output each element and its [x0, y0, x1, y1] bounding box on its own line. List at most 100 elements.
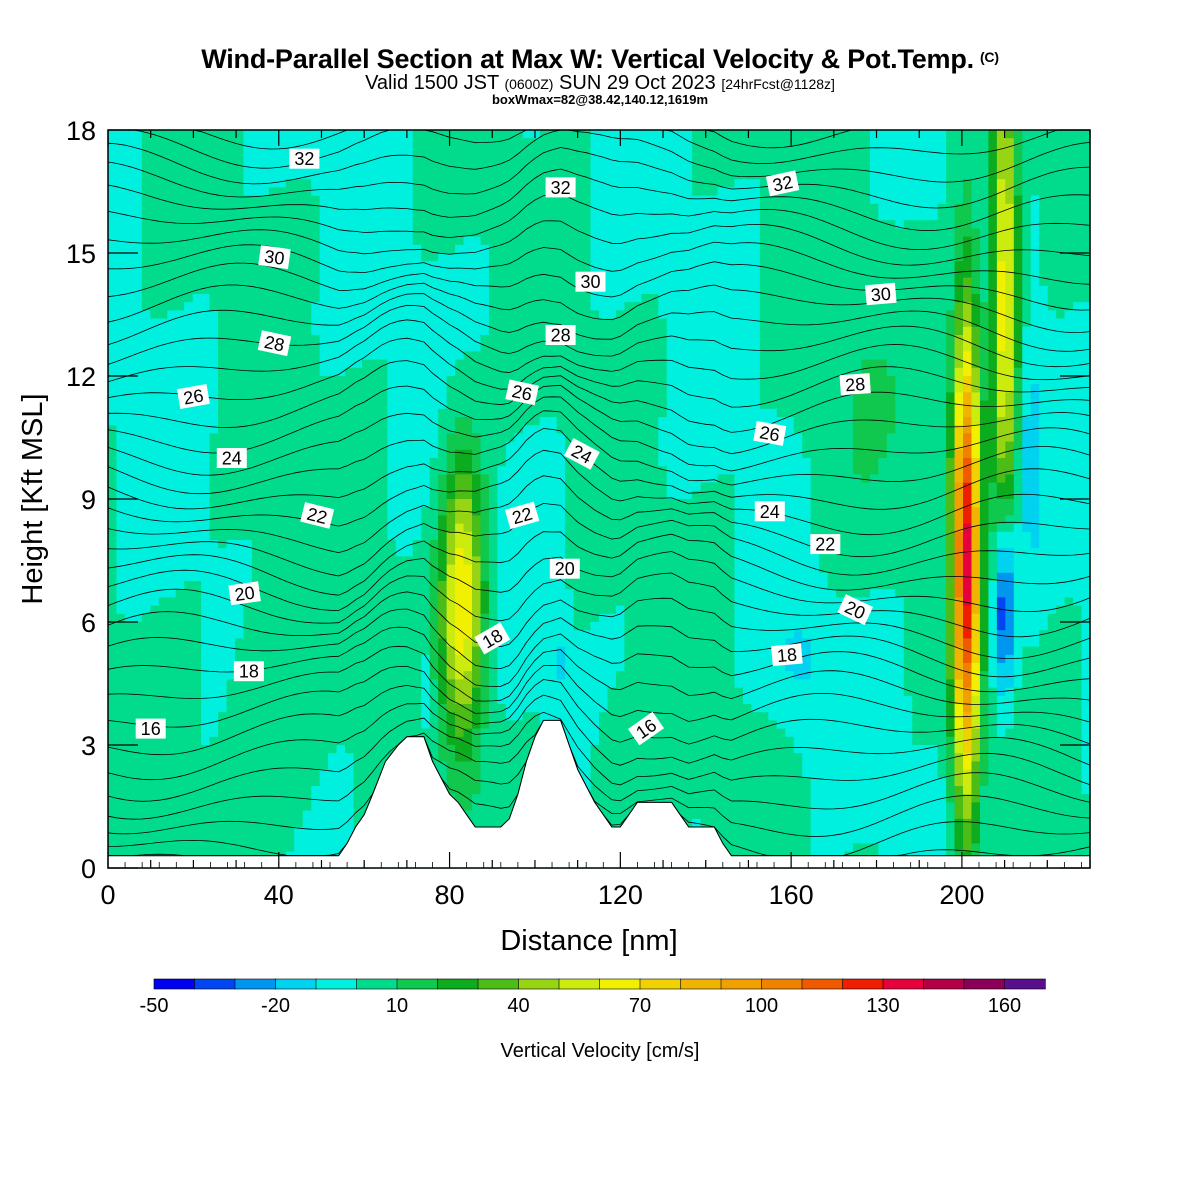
field-cell: [1030, 359, 1040, 369]
field-cell: [201, 318, 211, 328]
field-cell: [920, 203, 930, 213]
field-cell: [336, 359, 346, 369]
field-cell: [463, 171, 473, 180]
field-cell: [150, 441, 160, 451]
field-cell: [793, 187, 803, 197]
field-cell: [929, 138, 939, 147]
field-cell: [370, 244, 380, 254]
field-cell: [285, 384, 295, 393]
field-cell: [852, 130, 863, 139]
field-cell: [429, 335, 439, 344]
field-cell: [649, 261, 659, 270]
field-cell: [175, 195, 185, 205]
field-cell: [599, 179, 609, 188]
field-cell: [548, 203, 558, 213]
field-cell: [455, 351, 465, 361]
field-cell: [438, 154, 448, 164]
field-cell: [725, 326, 736, 336]
field-cell: [429, 236, 439, 246]
field-cell: [404, 212, 414, 221]
field-cell: [582, 376, 592, 385]
field-cell: [446, 253, 456, 262]
field-cell: [734, 277, 744, 287]
field-cell: [954, 449, 964, 459]
field-cell: [751, 146, 761, 156]
field-cell: [133, 482, 143, 492]
field-cell: [277, 285, 287, 295]
field-cell: [497, 335, 507, 344]
field-cell: [158, 425, 168, 434]
field-cell: [861, 474, 871, 484]
field-cell: [1073, 466, 1083, 475]
field-cell: [311, 384, 321, 393]
field-cell: [725, 425, 736, 434]
field-cell: [353, 343, 363, 352]
field-cell: [480, 171, 490, 180]
field-cell: [793, 154, 803, 164]
field-cell: [751, 187, 761, 197]
field-cell: [929, 277, 939, 287]
field-cell: [514, 474, 524, 484]
field-cell: [709, 449, 719, 459]
field-cell: [717, 212, 727, 221]
field-cell: [895, 441, 905, 451]
field-cell: [768, 400, 778, 410]
field-cell: [852, 285, 863, 295]
field-cell: [624, 449, 634, 459]
field-cell: [615, 187, 625, 197]
field-cell: [480, 236, 490, 246]
field-cell: [488, 449, 499, 459]
field-cell: [548, 408, 558, 418]
field-cell: [133, 302, 143, 311]
field-cell: [793, 285, 803, 295]
field-cell: [573, 162, 583, 172]
field-cell: [573, 187, 583, 197]
field-cell: [996, 474, 1006, 484]
field-cell: [632, 203, 642, 213]
field-cell: [886, 195, 896, 205]
field-cell: [878, 376, 888, 385]
field-cell: [861, 335, 871, 344]
field-cell: [666, 310, 676, 320]
field-cell: [548, 417, 558, 426]
field-cell: [920, 236, 930, 246]
field-cell: [234, 195, 245, 205]
field-cell: [649, 228, 659, 238]
field-cell: [446, 285, 456, 295]
field-cell: [1073, 343, 1083, 352]
field-cell: [624, 302, 634, 311]
field-cell: [742, 425, 752, 434]
field-cell: [996, 449, 1006, 459]
field-cell: [116, 236, 126, 246]
field-cell: [446, 433, 456, 443]
field-cell: [802, 236, 812, 246]
field-cell: [361, 179, 372, 188]
field-cell: [446, 171, 456, 180]
field-cell: [463, 310, 473, 320]
field-cell: [666, 146, 676, 156]
field-cell: [979, 310, 990, 320]
field-cell: [167, 433, 177, 443]
field-cell: [582, 425, 592, 434]
field-cell: [793, 458, 803, 467]
field-cell: [836, 335, 846, 344]
field-cell: [861, 203, 871, 213]
field-cell: [615, 228, 625, 238]
field-cell: [353, 171, 363, 180]
field-cell: [455, 433, 465, 443]
field-cell: [234, 130, 245, 139]
field-cell: [116, 171, 126, 180]
field-cell: [785, 130, 795, 139]
field-cell: [675, 318, 685, 328]
field-cell: [124, 203, 134, 213]
field-cell: [285, 244, 295, 254]
field-cell: [751, 376, 761, 385]
field-cell: [971, 466, 981, 475]
field-cell: [446, 302, 456, 311]
field-cell: [1039, 433, 1049, 443]
field-cell: [311, 458, 321, 467]
field-cell: [328, 376, 338, 385]
field-cell: [785, 458, 795, 467]
field-cell: [742, 302, 752, 311]
field-cell: [387, 466, 397, 475]
